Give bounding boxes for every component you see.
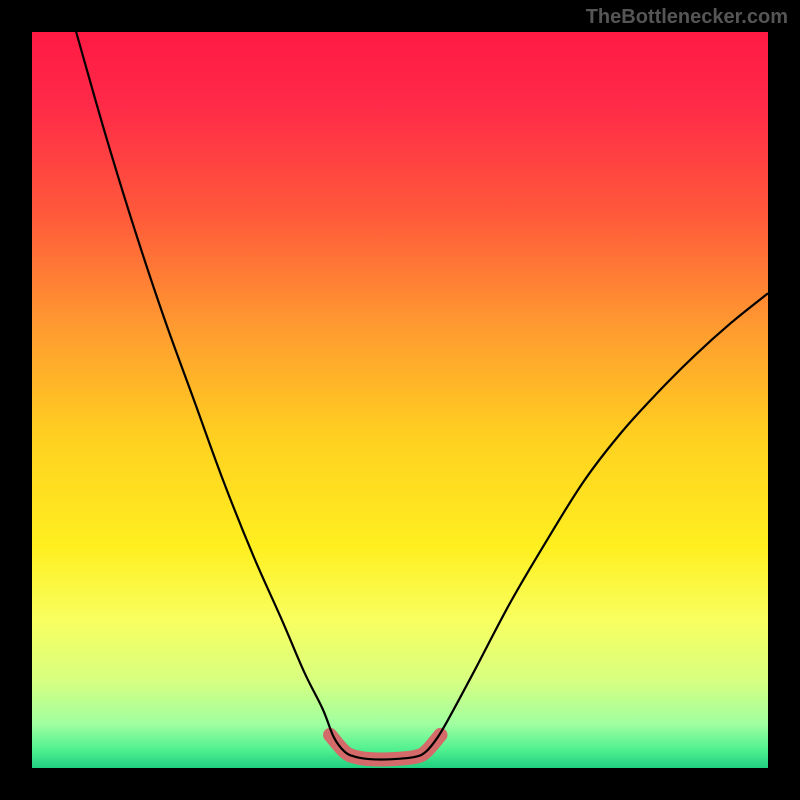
watermark-text: TheBottlenecker.com: [586, 6, 788, 29]
bottleneck-chart: [0, 0, 800, 800]
chart-container: [0, 0, 800, 800]
gradient-background: [32, 32, 768, 768]
